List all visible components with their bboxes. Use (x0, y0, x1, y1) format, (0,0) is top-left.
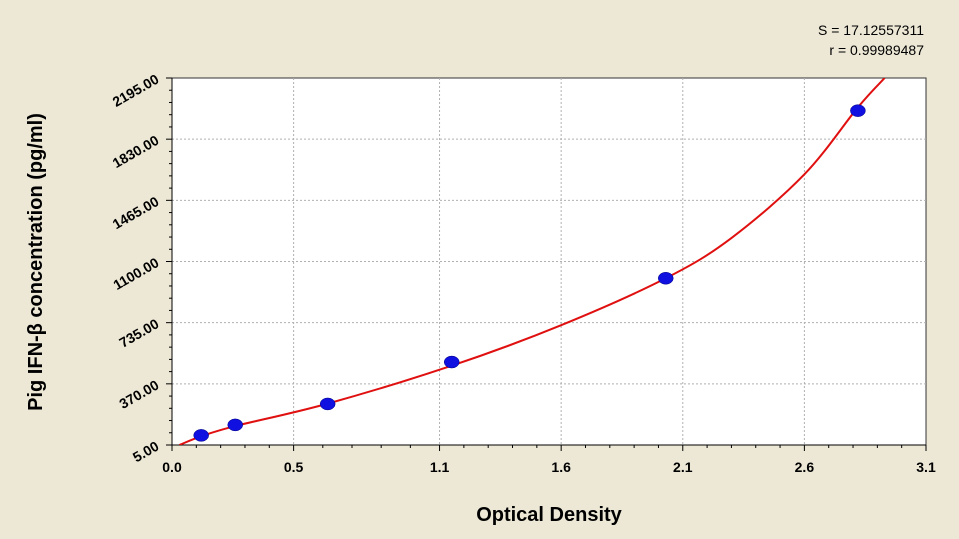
data-point (193, 429, 209, 442)
data-point (227, 418, 243, 432)
r-value-text: r = 0.99989487 (829, 42, 924, 58)
y-tick-label: 1100.00 (110, 254, 161, 293)
x-tick-label: 3.1 (916, 459, 936, 475)
x-axis-title: Optical Density (476, 504, 622, 526)
x-tick-label: 1.1 (430, 459, 450, 475)
data-point (850, 104, 866, 117)
grid-lines (172, 78, 926, 445)
y-tick-label: 735.00 (116, 315, 161, 350)
data-point (443, 355, 460, 369)
data-points (193, 104, 866, 442)
x-tick-label: 0.0 (162, 459, 182, 475)
data-point (319, 397, 336, 411)
x-tick-label: 2.1 (673, 459, 693, 475)
y-tick-label: 1465.00 (110, 193, 162, 232)
y-tick-label: 1830.00 (110, 132, 162, 171)
x-tick-label: 2.6 (795, 459, 815, 475)
y-tick-label: 5.00 (130, 438, 162, 466)
x-tick-label: 1.6 (551, 459, 571, 475)
x-tick-label: 0.5 (284, 459, 304, 475)
y-tick-label: 2195.00 (110, 71, 162, 110)
y-tick-label: 370.00 (116, 376, 161, 411)
axes (166, 77, 927, 451)
s-value-text: S = 17.12557311 (818, 22, 924, 38)
y-axis-title: Pig IFN-β concentration (pg/ml) (25, 113, 47, 411)
data-point (657, 272, 674, 285)
